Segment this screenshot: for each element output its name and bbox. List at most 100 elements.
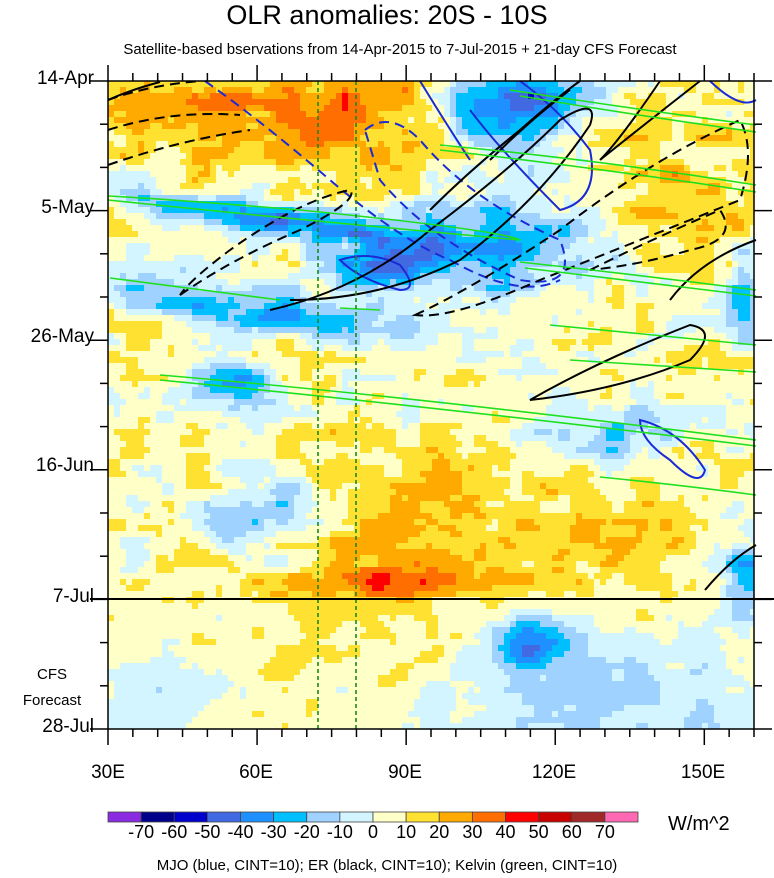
heatmap-cell — [336, 231, 343, 238]
heatmap-cell — [504, 117, 511, 124]
heatmap-cell — [204, 129, 211, 136]
heatmap-cell — [258, 183, 265, 190]
heatmap-cell — [312, 333, 319, 340]
heatmap-cell — [108, 171, 115, 178]
heatmap-cell — [504, 183, 511, 190]
heatmap-cell — [582, 243, 589, 250]
heatmap-cell — [204, 249, 211, 256]
heatmap-cell — [636, 87, 643, 94]
heatmap-cell — [606, 99, 613, 106]
heatmap-cell — [564, 267, 571, 274]
heatmap-cell — [360, 129, 367, 136]
heatmap-cell — [552, 291, 559, 298]
heatmap-cell — [624, 93, 631, 100]
heatmap-cell — [618, 105, 625, 112]
heatmap-cell — [258, 285, 265, 292]
heatmap-cell — [486, 303, 493, 310]
heatmap-cell — [306, 243, 313, 250]
heatmap-cell — [738, 93, 745, 100]
heatmap-cell — [258, 177, 265, 184]
heatmap-cell — [180, 189, 187, 196]
heatmap-cell — [156, 279, 163, 286]
heatmap-cell — [216, 357, 223, 364]
heatmap-cell — [348, 87, 355, 94]
heatmap-cell — [528, 81, 535, 88]
heatmap-cell — [438, 303, 445, 310]
heatmap-cell — [426, 267, 433, 274]
heatmap-cell — [336, 315, 343, 322]
heatmap-cell — [516, 315, 523, 322]
heatmap-cell — [534, 321, 541, 328]
heatmap-cell — [414, 333, 421, 340]
heatmap-cell — [426, 345, 433, 352]
heatmap-cell — [378, 243, 385, 250]
heatmap-cell — [210, 315, 217, 322]
heatmap-cell — [342, 147, 349, 154]
heatmap-cell — [204, 357, 211, 364]
heatmap-cell — [678, 195, 685, 202]
heatmap-cell — [300, 303, 307, 310]
heatmap-cell — [564, 297, 571, 304]
heatmap-cell — [138, 321, 145, 328]
heatmap-cell — [432, 333, 439, 340]
heatmap-cell — [240, 123, 247, 130]
heatmap-cell — [708, 249, 715, 256]
heatmap-cell — [330, 207, 337, 214]
heatmap-cell — [612, 267, 619, 274]
heatmap-cell — [588, 183, 595, 190]
heatmap-cell — [120, 249, 127, 256]
heatmap-cell — [738, 207, 745, 214]
heatmap-cell — [510, 291, 517, 298]
heatmap-cell — [576, 237, 583, 244]
heatmap-cell — [516, 321, 523, 328]
heatmap-cell — [564, 303, 571, 310]
heatmap-cell — [642, 147, 649, 154]
heatmap-cell — [126, 225, 133, 232]
heatmap-cell — [366, 225, 373, 232]
heatmap-cell — [294, 225, 301, 232]
heatmap-cell — [252, 357, 259, 364]
heatmap-cell — [354, 231, 361, 238]
heatmap-cell — [456, 171, 463, 178]
heatmap-cell — [108, 147, 115, 154]
heatmap-cell — [552, 165, 559, 172]
heatmap-cell — [426, 177, 433, 184]
heatmap-cell — [114, 249, 121, 256]
heatmap-cell — [492, 237, 499, 244]
heatmap-cell — [132, 189, 139, 196]
heatmap-cell — [534, 243, 541, 250]
heatmap-cell — [354, 81, 361, 88]
heatmap-cell — [474, 177, 481, 184]
heatmap-cell — [396, 339, 403, 346]
heatmap-cell — [162, 87, 169, 94]
heatmap-cell — [402, 219, 409, 226]
heatmap-cell — [570, 279, 577, 286]
heatmap-cell — [618, 153, 625, 160]
heatmap-cell — [156, 111, 163, 118]
heatmap-cell — [564, 285, 571, 292]
heatmap-cell — [432, 105, 439, 112]
heatmap-cell — [150, 297, 157, 304]
heatmap-cell — [714, 213, 721, 220]
heatmap-cell — [402, 333, 409, 340]
heatmap-cell — [396, 291, 403, 298]
heatmap-cell — [366, 297, 373, 304]
heatmap-cell — [180, 255, 187, 262]
heatmap-cell — [606, 105, 613, 112]
heatmap-cell — [330, 237, 337, 244]
heatmap-cell — [378, 147, 385, 154]
heatmap-cell — [696, 285, 703, 292]
heatmap-cell — [522, 249, 529, 256]
heatmap-cell — [588, 261, 595, 268]
heatmap-cell — [570, 249, 577, 256]
heatmap-cell — [276, 177, 283, 184]
heatmap-cell — [258, 297, 265, 304]
heatmap-cell — [660, 285, 667, 292]
heatmap-cell — [516, 213, 523, 220]
heatmap-cell — [114, 303, 121, 310]
heatmap-cell — [276, 267, 283, 274]
heatmap-cell — [528, 219, 535, 226]
heatmap-cell — [642, 105, 649, 112]
heatmap-cell — [252, 159, 259, 166]
heatmap-cell — [438, 249, 445, 256]
